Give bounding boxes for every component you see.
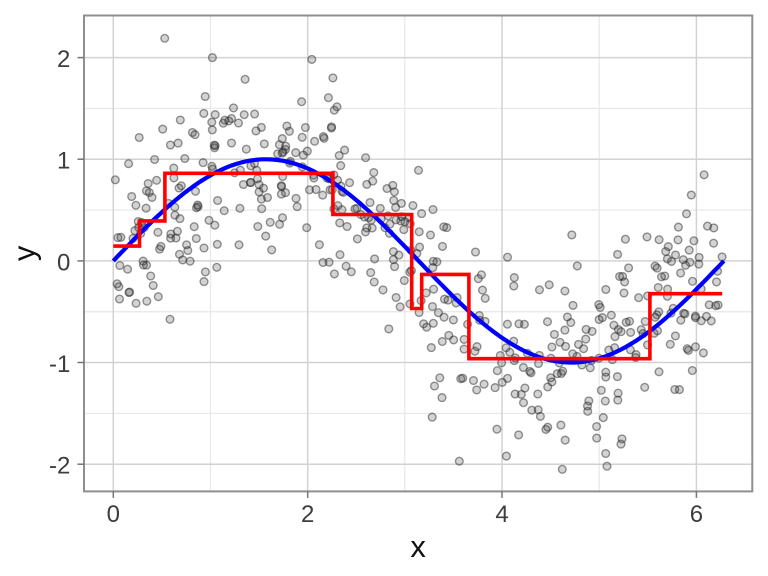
svg-text:y: y <box>7 245 42 261</box>
svg-text:0: 0 <box>57 249 70 276</box>
svg-text:0: 0 <box>107 501 120 528</box>
svg-text:6: 6 <box>690 501 703 528</box>
svg-text:1: 1 <box>57 148 70 175</box>
svg-text:2: 2 <box>301 501 314 528</box>
svg-text:-1: -1 <box>49 351 70 378</box>
svg-text:-2: -2 <box>49 453 70 480</box>
svg-text:x: x <box>410 529 426 564</box>
svg-text:2: 2 <box>57 46 70 73</box>
svg-text:4: 4 <box>495 501 508 528</box>
